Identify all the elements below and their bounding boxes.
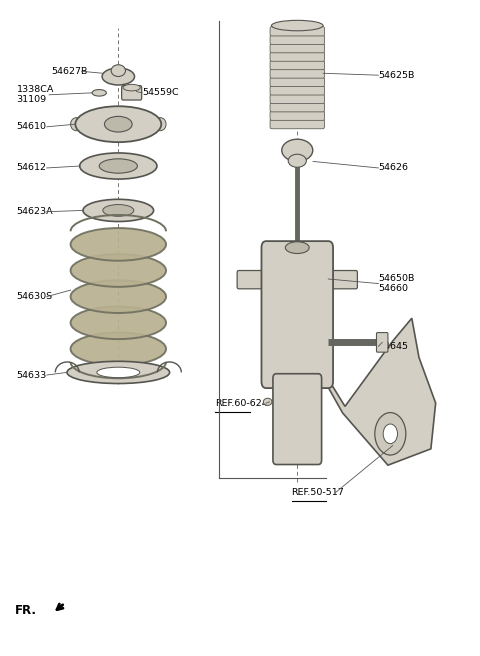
Polygon shape	[325, 318, 436, 465]
FancyBboxPatch shape	[376, 333, 388, 352]
Ellipse shape	[71, 280, 166, 313]
FancyBboxPatch shape	[270, 102, 324, 112]
Text: 1338CA
31109: 1338CA 31109	[17, 85, 54, 104]
Ellipse shape	[97, 367, 140, 378]
FancyBboxPatch shape	[270, 26, 324, 36]
FancyBboxPatch shape	[262, 241, 333, 388]
FancyBboxPatch shape	[237, 270, 268, 289]
Ellipse shape	[123, 85, 140, 91]
Ellipse shape	[383, 424, 397, 443]
Ellipse shape	[375, 413, 406, 455]
FancyBboxPatch shape	[270, 111, 324, 120]
Ellipse shape	[71, 306, 166, 339]
FancyBboxPatch shape	[270, 35, 324, 45]
Ellipse shape	[272, 20, 323, 31]
Text: FR.: FR.	[15, 604, 37, 617]
Ellipse shape	[285, 242, 309, 253]
FancyBboxPatch shape	[121, 86, 142, 100]
Text: 54630S: 54630S	[17, 292, 53, 301]
FancyBboxPatch shape	[270, 43, 324, 53]
FancyBboxPatch shape	[273, 374, 322, 464]
Ellipse shape	[155, 117, 166, 131]
Ellipse shape	[75, 106, 161, 142]
FancyBboxPatch shape	[270, 60, 324, 70]
FancyBboxPatch shape	[270, 77, 324, 87]
Text: 54559C: 54559C	[142, 89, 179, 97]
Ellipse shape	[71, 117, 82, 131]
Text: 54623A: 54623A	[17, 207, 53, 216]
Ellipse shape	[71, 254, 166, 287]
Text: 54627B: 54627B	[51, 67, 88, 76]
Text: 54610: 54610	[17, 122, 47, 131]
Ellipse shape	[80, 153, 157, 179]
Text: 54612: 54612	[17, 163, 47, 173]
Ellipse shape	[105, 116, 132, 132]
Ellipse shape	[264, 398, 272, 405]
Ellipse shape	[102, 68, 134, 85]
Text: 54650B
54660: 54650B 54660	[378, 274, 415, 293]
FancyBboxPatch shape	[327, 270, 358, 289]
Text: REF.50-517: REF.50-517	[291, 488, 344, 497]
FancyBboxPatch shape	[270, 94, 324, 104]
Text: 54633: 54633	[17, 371, 47, 380]
FancyBboxPatch shape	[270, 69, 324, 78]
Text: REF.60-624: REF.60-624	[215, 399, 268, 407]
FancyBboxPatch shape	[270, 52, 324, 61]
FancyBboxPatch shape	[270, 119, 324, 129]
Ellipse shape	[99, 159, 137, 173]
FancyBboxPatch shape	[270, 86, 324, 95]
Ellipse shape	[71, 333, 166, 365]
Text: 54625B: 54625B	[378, 71, 415, 79]
Ellipse shape	[103, 205, 134, 216]
Ellipse shape	[71, 228, 166, 260]
Ellipse shape	[282, 139, 313, 161]
Ellipse shape	[288, 154, 306, 167]
Text: 54645: 54645	[378, 342, 408, 351]
Ellipse shape	[83, 199, 154, 222]
Ellipse shape	[111, 65, 125, 77]
Text: 54626: 54626	[378, 163, 408, 173]
Ellipse shape	[92, 90, 107, 96]
Ellipse shape	[67, 361, 169, 384]
